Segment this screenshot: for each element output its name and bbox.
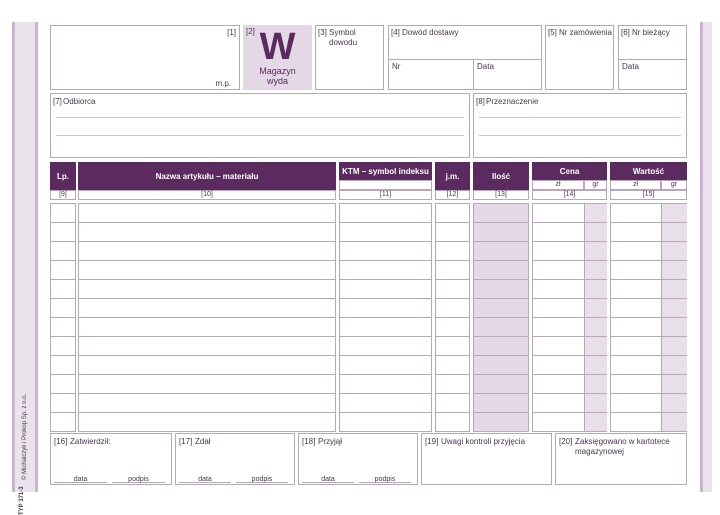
sub-label: Data [622,62,639,71]
sub-header: gr [584,180,607,190]
field-label: Przeznaczenie [486,97,539,106]
field-label: Zdał [195,437,211,446]
side-stripe [700,22,712,492]
side-stripe [12,22,38,492]
field-1: [1] m.p. [50,25,240,90]
rule [56,135,464,136]
field-num: [20] [559,437,573,446]
sign-line [112,482,165,483]
column-header: Nazwa artykułu – materiału [78,162,336,190]
sub-header: zł [532,180,584,190]
date-line [54,482,107,483]
field-5: [5] Nr zamówienia [545,25,614,90]
column-number: [11] [339,190,432,200]
field-label: Uwagi kontroli przyjęcia [441,437,526,446]
date-label: data [321,476,335,483]
field-label: Odbiorca [63,97,96,106]
date-line [302,482,354,483]
field-num: [2] [246,27,255,36]
footer-box: [16] Zatwierdził: data podpis [50,433,172,485]
field-8: [8] Przeznaczenie [473,93,687,158]
footer-box: [18] Przyjął data podpis [298,433,418,485]
column-number: [13] [473,190,529,200]
field-label: Nr zamówienia [559,28,612,37]
field-label: Zaksięgowano w kartotece magazynowej [575,437,670,456]
sub-header: zł [610,180,661,190]
field-num: [5] [548,28,557,37]
field-num: [1] [227,28,236,37]
column-body [435,203,470,432]
field-num: [8] [476,97,485,106]
field-label: Zatwierdził: [70,437,111,446]
date-line [179,482,231,483]
sub-header: gr [661,180,687,190]
field-label: Przyjął [318,437,343,446]
sign-line [359,482,411,483]
column-number: [12] [435,190,470,200]
field-7: [7] Odbiorca [50,93,470,158]
shaded-cell [661,204,687,431]
form-code: TYP 371-3 [19,486,25,515]
field-4: [4] Dowód dostawy Nr Data [388,25,542,90]
footer-box: [17] Zdał data podpis [175,433,295,485]
column-header: Cena [532,162,607,180]
field-label: Dowód dostawy [402,28,459,37]
column-body [473,203,529,432]
mp-label: m.p. [215,79,231,88]
field-num: [16] [54,437,68,446]
field-num: [4] [391,28,400,37]
column-body [50,203,76,432]
footer-box: [20] Zaksięgowano w kartotece magazynowej [555,433,687,485]
form-letter: W [259,26,296,68]
field-num: [3] [318,28,327,37]
rule [479,117,681,118]
divider [473,59,474,89]
field-label: Nr bieżący [632,28,670,37]
sub-label: Nr [392,62,401,71]
date-label: data [198,476,212,483]
column-body [78,203,336,432]
field-3: [3] Symbol dowodu [315,25,384,90]
rule [479,135,681,136]
column-header: Wartość [610,162,687,180]
column-number: [9] [50,190,76,200]
shaded-cell [584,204,607,431]
field-6: [6] Nr bieżący Data [618,25,687,90]
column-number: [15] [610,190,687,200]
divider [389,59,541,60]
field-num: [18] [302,437,316,446]
column-header: KTM – symbol indeksu [339,162,432,180]
sign-label: podpis [128,476,149,483]
field-num: [7] [53,97,62,106]
column-header: j.m. [435,162,470,190]
column-number: [10] [78,190,336,200]
column-header: Ilość [473,162,529,190]
field-2: [2] W Magazyn wyda [243,25,312,90]
sub-label: Data [477,62,494,71]
header-blank [339,180,432,190]
sign-label: podpis [374,476,396,483]
sign-line [236,482,288,483]
divider [619,59,686,60]
rule [56,117,464,118]
column-body [339,203,432,432]
column-body [610,203,687,432]
field-num: [17] [179,437,193,446]
date-label: data [73,476,88,483]
field-num: [6] [621,28,630,37]
field-num: [19] [425,437,439,446]
column-header: Lp. [50,162,76,190]
footer-box: [19] Uwagi kontroli przyjęcia [421,433,552,485]
form-title: Magazyn wyda [259,66,296,86]
field-label: Symbol dowodu [329,28,358,47]
sign-label: podpis [251,476,273,483]
column-body [532,203,607,432]
column-number: [14] [532,190,607,200]
